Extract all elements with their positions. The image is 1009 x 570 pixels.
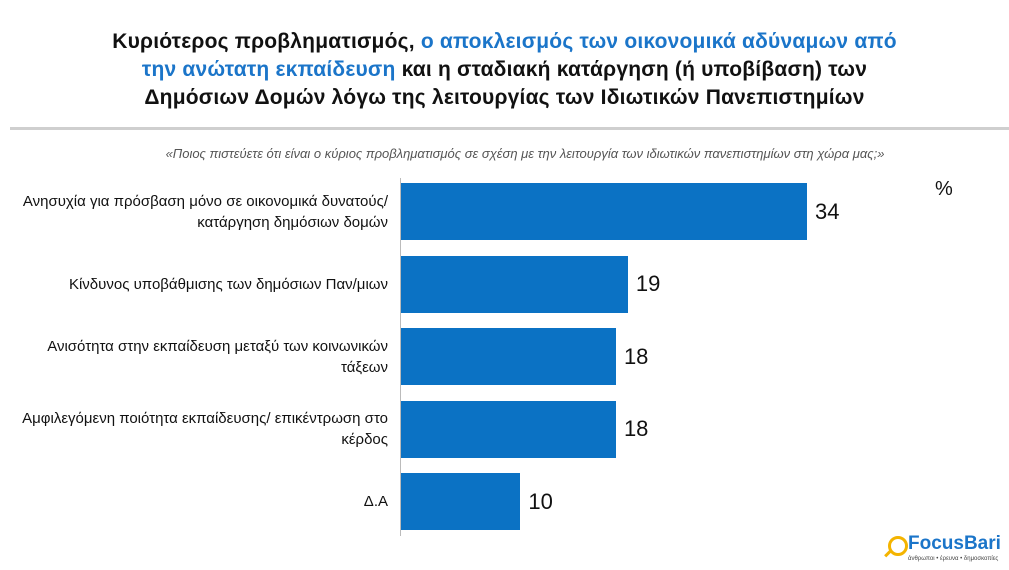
subtitle: «Ποιος πιστεύετε ότι είναι ο κύριος προβ…	[165, 146, 885, 161]
unit-label: %	[935, 178, 953, 200]
axis-line	[400, 178, 401, 536]
separator	[10, 127, 1009, 130]
logo-icon	[888, 536, 908, 556]
logo-tagline: άνθρωποι • έρευνα • δημοσκοπίες	[908, 556, 999, 562]
title-part: Δημόσιων Δομών λόγω της λειτουργίας των …	[144, 86, 865, 109]
category-label: Κίνδυνος υποβάθμισης των δημόσιων Παν/μι…	[68, 275, 388, 293]
value-label: 19	[635, 271, 661, 296]
logo: FocusBari	[908, 533, 1001, 554]
title-line: Κυριότερος προβληματισμός, ο αποκλεισμός…	[0, 30, 1009, 54]
category-label: Δ.Α	[363, 493, 388, 510]
category-label: Ανησυχία για πρόσβαση μόνο σε οικονομικά…	[22, 192, 388, 231]
category-label: Ανισότητα στην εκπαίδευση μεταξύ των κοι…	[47, 337, 388, 376]
bar	[401, 473, 521, 530]
bar	[401, 328, 616, 385]
title-part: και η σταδιακή κατάργηση (ή υποβίβαση) τ…	[395, 58, 868, 81]
bar	[401, 400, 616, 458]
value-label: 10	[528, 488, 553, 514]
title-line: την ανώτατη εκπαίδευση και η σταδιακή κα…	[0, 58, 1009, 82]
title-part: ο αποκλεισμός των οικονομικά αδύναμων απ…	[420, 30, 897, 53]
title-line: Δημόσιων Δομών λόγω της λειτουργίας των …	[0, 86, 1009, 110]
title-part: την ανώτατη εκπαίδευση	[141, 58, 396, 81]
title-part: Κυριότερος προβληματισμός,	[112, 30, 421, 53]
value-label: 18	[623, 343, 649, 369]
bar	[401, 255, 628, 313]
bar	[401, 183, 807, 240]
value-label: 34	[815, 198, 840, 224]
value-label: 18	[623, 416, 649, 441]
category-label: Αμφιλεγόμενη ποιότητα εκπαίδευσης/ επικέ…	[22, 410, 388, 448]
